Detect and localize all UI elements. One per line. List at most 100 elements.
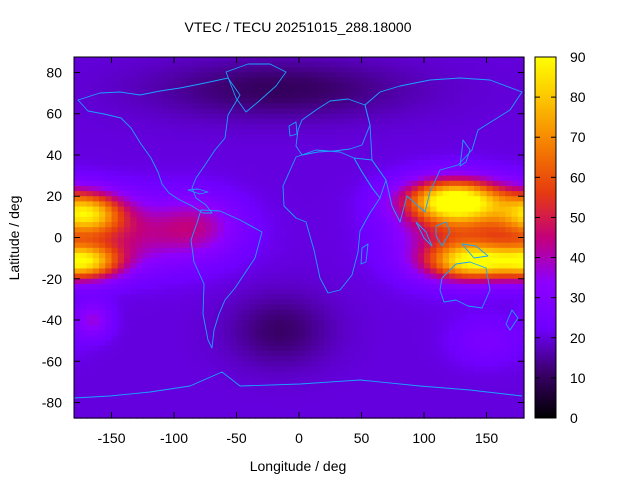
heatmap-cell — [467, 294, 475, 300]
heatmap-cell — [349, 93, 356, 99]
heatmap-cell — [242, 232, 250, 239]
heatmap-cell — [349, 289, 356, 295]
heatmap-cell — [92, 387, 100, 393]
heatmap-cell — [449, 335, 456, 342]
heatmap-cell — [217, 330, 225, 337]
heatmap-cell — [274, 72, 281, 79]
heatmap-cell — [486, 268, 494, 275]
heatmap-cell — [192, 304, 200, 311]
heatmap-cell — [74, 314, 81, 321]
heatmap-cell — [292, 340, 300, 347]
heatmap-cell — [467, 247, 475, 254]
heatmap-cell — [199, 201, 206, 208]
heatmap-cell — [224, 67, 231, 74]
heatmap-cell — [299, 263, 306, 270]
heatmap-cell — [130, 314, 138, 321]
heatmap-cell — [211, 299, 219, 306]
heatmap-cell — [299, 144, 306, 151]
heatmap-cell — [136, 98, 144, 105]
heatmap-cell — [292, 376, 300, 383]
heatmap-cell — [142, 67, 150, 74]
heatmap-cell — [449, 180, 456, 187]
heatmap-cell — [305, 165, 313, 172]
heatmap-cell — [86, 330, 94, 337]
heatmap-cell — [267, 278, 275, 285]
heatmap-cell — [267, 222, 275, 228]
heatmap-cell — [236, 87, 244, 94]
heatmap-cell — [111, 93, 119, 99]
heatmap-cell — [211, 247, 219, 254]
heatmap-cell — [380, 278, 388, 285]
heatmap-cell — [311, 124, 319, 130]
heatmap-cell — [392, 407, 400, 414]
heatmap-cell — [392, 134, 400, 141]
heatmap-cell — [255, 345, 263, 352]
heatmap-cell — [505, 376, 513, 383]
heatmap-cell — [499, 144, 506, 151]
heatmap-cell — [399, 237, 406, 244]
heatmap-cell — [117, 247, 125, 254]
heatmap-cell — [349, 304, 356, 311]
heatmap-cell — [292, 144, 300, 151]
heatmap-cell — [180, 309, 188, 316]
heatmap-cell — [186, 397, 194, 404]
heatmap-cell — [411, 304, 419, 311]
heatmap-cell — [374, 216, 381, 223]
heatmap-cell — [130, 258, 138, 264]
heatmap-cell — [249, 340, 256, 347]
heatmap-cell — [417, 118, 425, 125]
heatmap-cell — [111, 252, 119, 259]
heatmap-cell — [511, 356, 519, 362]
heatmap-cell — [261, 299, 269, 306]
heatmap-cell — [274, 320, 281, 326]
heatmap-cell — [174, 129, 181, 135]
heatmap-cell — [399, 57, 406, 63]
heatmap-cell — [511, 149, 519, 156]
heatmap-cell — [92, 139, 100, 146]
heatmap-cell — [505, 222, 513, 228]
heatmap-cell — [142, 93, 150, 99]
heatmap-cell — [392, 335, 400, 342]
heatmap-cell — [436, 371, 444, 378]
heatmap-cell — [330, 387, 338, 393]
heatmap-cell — [399, 345, 406, 352]
heatmap-cell — [267, 93, 275, 99]
heatmap-cell — [299, 201, 306, 208]
heatmap-cell — [186, 258, 194, 264]
heatmap-cell — [374, 325, 381, 331]
heatmap-cell — [324, 392, 331, 398]
heatmap-cell — [355, 371, 363, 378]
heatmap-cell — [380, 392, 388, 398]
heatmap-cell — [124, 345, 131, 352]
heatmap-cell — [317, 98, 325, 105]
heatmap-cell — [111, 237, 119, 244]
heatmap-cell — [192, 180, 200, 187]
heatmap-cell — [424, 191, 431, 197]
heatmap-cell — [336, 366, 344, 373]
heatmap-cell — [74, 325, 81, 331]
heatmap-cell — [442, 82, 450, 89]
heatmap-cell — [174, 185, 181, 192]
heatmap-cell — [386, 124, 394, 130]
heatmap-cell — [305, 273, 313, 280]
heatmap-cell — [236, 335, 244, 342]
heatmap-cell — [99, 103, 106, 110]
heatmap-cell — [467, 108, 475, 115]
heatmap-cell — [480, 62, 488, 68]
heatmap-cell — [249, 180, 256, 187]
heatmap-cell — [517, 314, 525, 321]
heatmap-cell — [74, 356, 81, 362]
heatmap-cell — [492, 124, 500, 130]
heatmap-cell — [167, 62, 175, 68]
heatmap-cell — [311, 175, 319, 182]
heatmap-cell — [80, 350, 88, 357]
heatmap-cell — [267, 273, 275, 280]
heatmap-cell — [499, 98, 506, 105]
heatmap-cell — [180, 412, 188, 419]
heatmap-cell — [467, 160, 475, 166]
heatmap-cell — [330, 381, 338, 388]
heatmap-cell — [505, 283, 513, 290]
heatmap-cell — [86, 139, 94, 146]
heatmap-cell — [267, 206, 275, 213]
heatmap-cell — [374, 268, 381, 275]
